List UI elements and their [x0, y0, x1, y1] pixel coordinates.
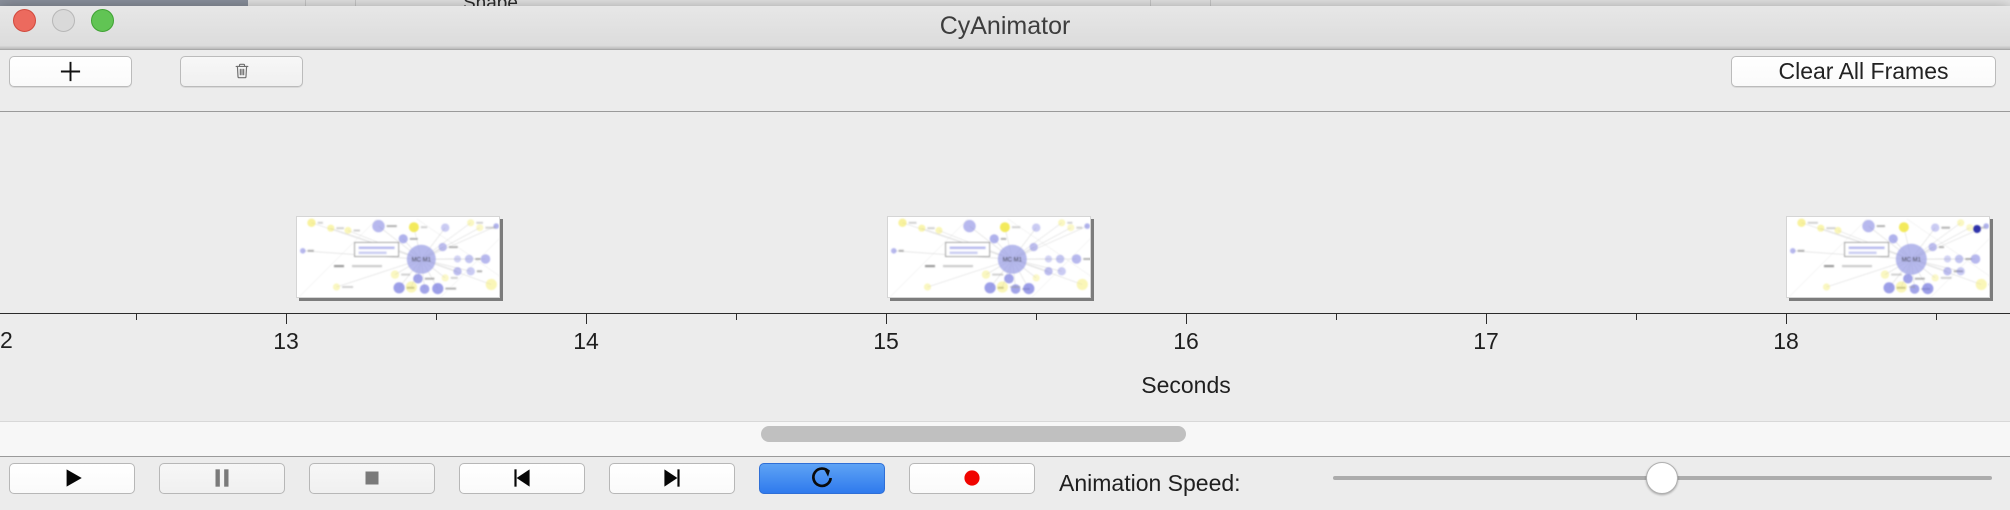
- svg-text:MC M1: MC M1: [1902, 257, 1922, 263]
- svg-text:MC M1: MC M1: [412, 257, 432, 263]
- svg-text:MC M1: MC M1: [1003, 257, 1023, 263]
